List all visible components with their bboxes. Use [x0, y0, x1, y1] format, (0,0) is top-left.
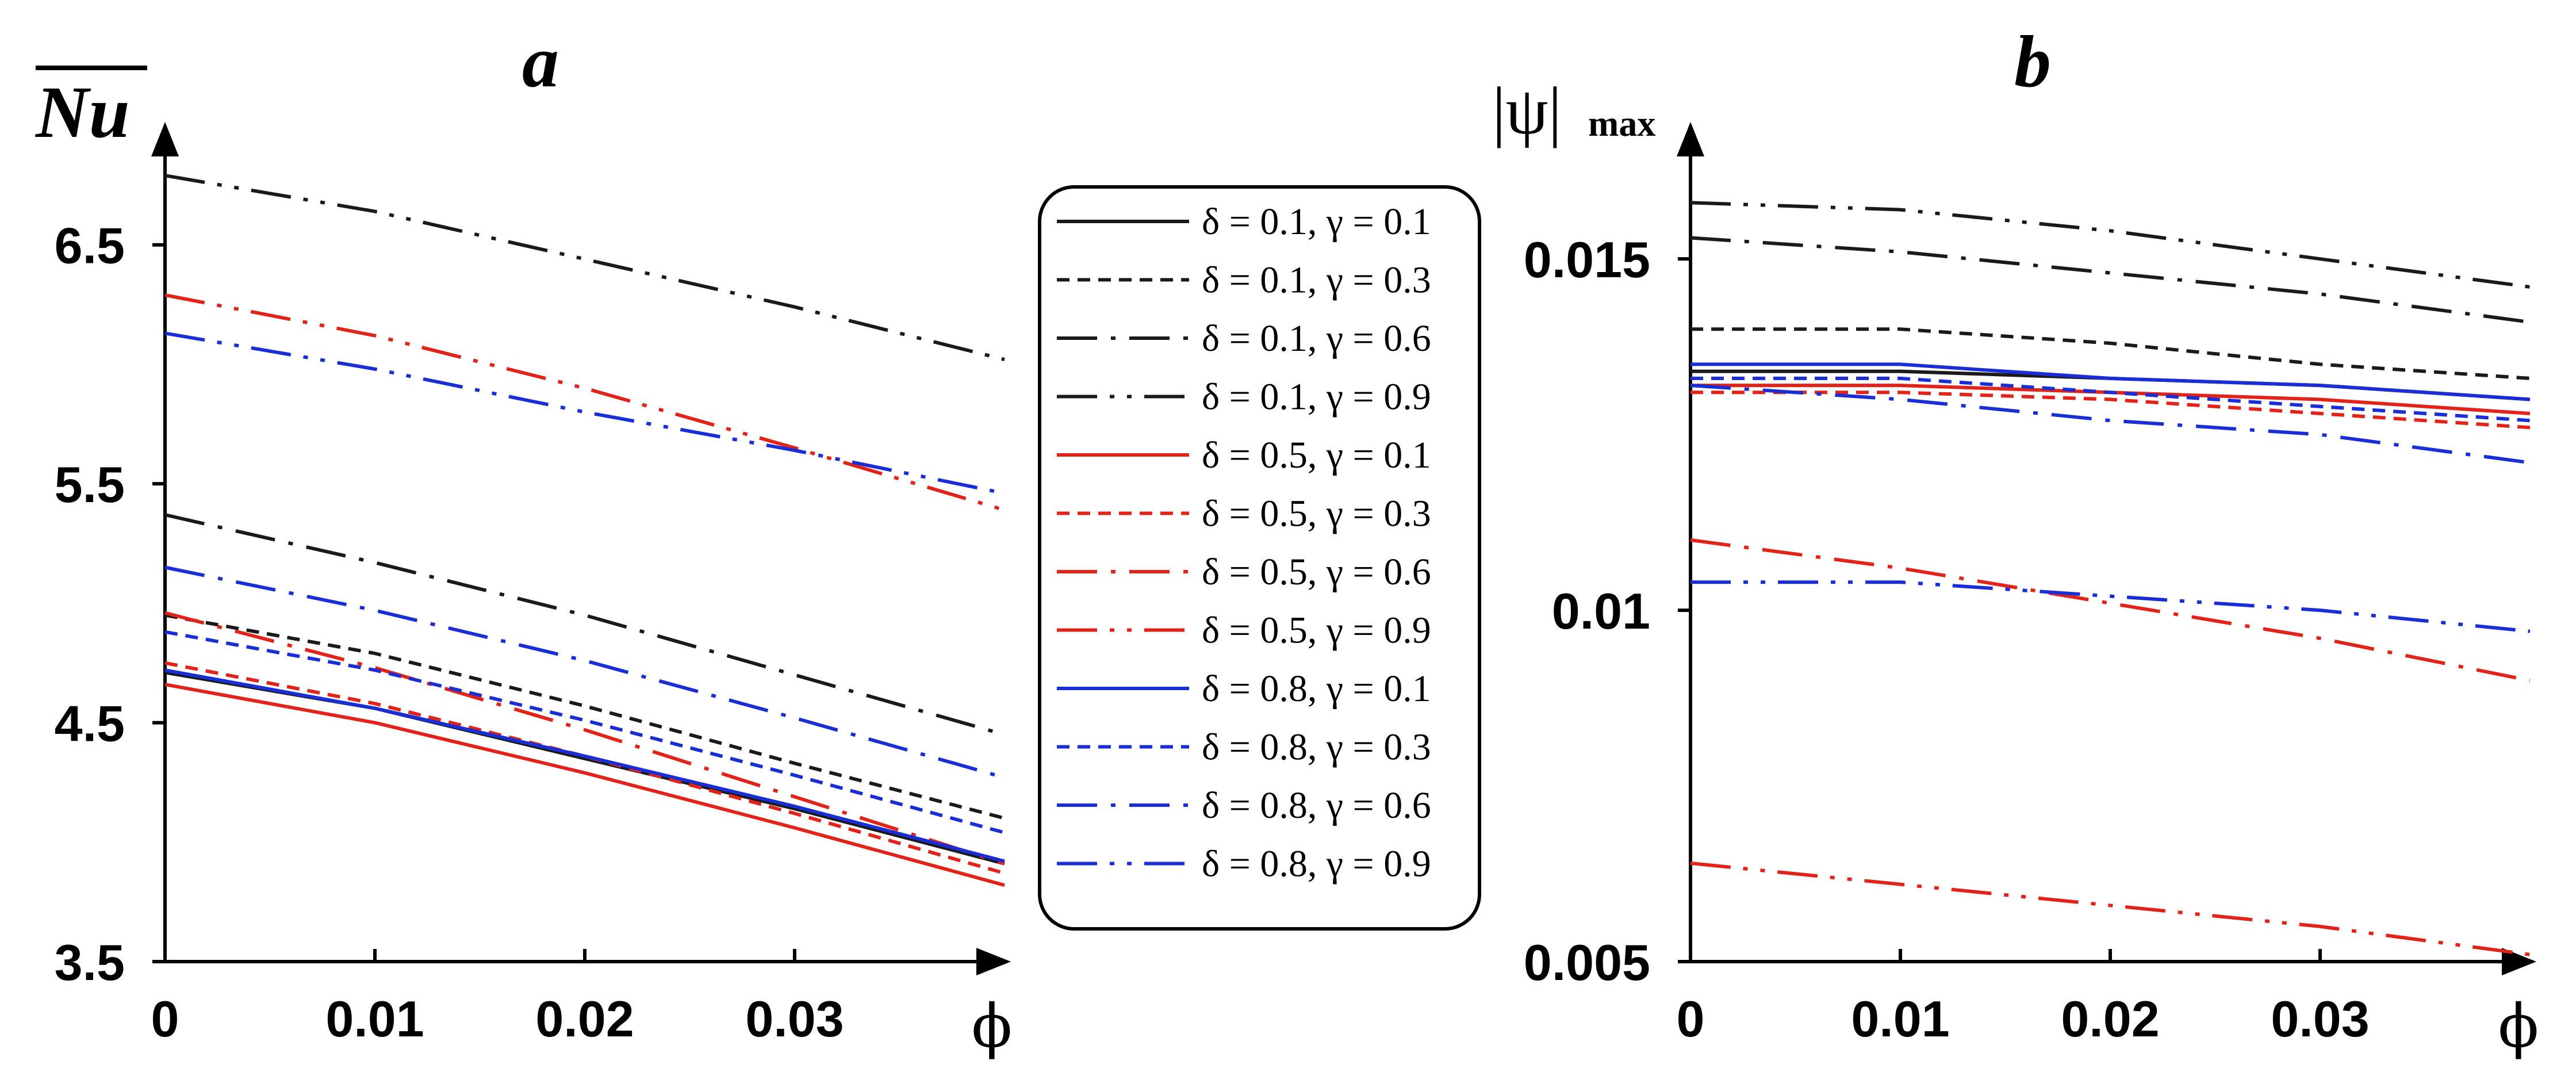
panel-b-xlabel: ϕ — [2498, 991, 2539, 1061]
panel-a-series-line — [164, 331, 1005, 495]
panel-a-series-line — [164, 293, 1005, 512]
panel-a-ytick-label: 6.5 — [55, 217, 125, 274]
panel-b-xtick-label: 0.01 — [1851, 990, 1949, 1047]
panel-a-xtick-label: 0 — [151, 990, 179, 1047]
panel-a-xlabel: ϕ — [972, 991, 1013, 1061]
legend-label: δ = 0.8, γ = 0.9 — [1202, 843, 1431, 885]
legend-item: δ = 0.8, γ = 0.1 — [1057, 668, 1431, 710]
panel-b-title: b — [2014, 21, 2051, 102]
panel-b-xtick-label: 0 — [1677, 990, 1705, 1047]
panel-b-ytick-label: 0.01 — [1552, 583, 1650, 640]
legend-item: δ = 0.1, γ = 0.3 — [1057, 259, 1431, 301]
legend-item: δ = 0.8, γ = 0.6 — [1057, 784, 1431, 826]
panel-b-series-line — [1690, 538, 2531, 683]
panel-a: a Nu 0 0.01 0.02 0.03 3.5 4.5 5.5 6.5 ϕ — [34, 21, 1012, 1061]
legend: δ = 0.1, γ = 0.1 δ = 0.1, γ = 0.3 δ = 0.1,… — [1038, 185, 1481, 931]
legend-label: δ = 0.5, γ = 0.9 — [1202, 610, 1431, 652]
legend-label: δ = 0.1, γ = 0.9 — [1202, 376, 1431, 418]
panel-b-series-line — [1690, 362, 2531, 401]
panel-a-ytick-label: 4.5 — [55, 695, 125, 752]
panel-a-ylabel: Nu — [34, 71, 130, 153]
panel-a-series-line — [164, 683, 1005, 887]
legend-item: δ = 0.5, γ = 0.3 — [1057, 493, 1431, 535]
panel-b-series-line — [1690, 580, 2531, 633]
legend-item: δ = 0.8, γ = 0.3 — [1057, 726, 1431, 768]
panel-b-ylabel: |ψ| — [1492, 73, 1562, 148]
panel-a-lines — [164, 174, 1005, 887]
panel-b-xtick-label: 0.03 — [2271, 990, 2369, 1047]
legend-label: δ = 0.1, γ = 0.1 — [1202, 201, 1431, 243]
panel-b-series-line — [1690, 201, 2531, 289]
legend-box — [1038, 185, 1481, 931]
panel-a-xtick-label: 0.02 — [535, 990, 634, 1047]
legend-item: δ = 0.5, γ = 0.1 — [1057, 434, 1431, 476]
panel-b-ytick-label: 0.005 — [1524, 934, 1650, 991]
panel-b-series-line — [1690, 384, 2531, 465]
panel-b: b |ψ| max 0 0.01 0.02 0.03 0.005 0.01 0.015 ϕ — [1492, 21, 2539, 1061]
panel-b-ytick-label: 0.015 — [1524, 231, 1650, 288]
panel-b-lines — [1690, 201, 2531, 956]
panel-b-series-line — [1690, 327, 2531, 380]
legend-item: δ = 0.8, γ = 0.9 — [1057, 843, 1431, 885]
panel-a-series-line — [164, 671, 1005, 866]
panel-a-series-line — [164, 630, 1005, 835]
legend-label: δ = 0.5, γ = 0.6 — [1202, 551, 1431, 593]
panel-a-title: a — [522, 21, 559, 102]
panel-b-series-line — [1690, 391, 2531, 430]
legend-item: δ = 0.5, γ = 0.9 — [1057, 610, 1431, 652]
legend-item: δ = 0.1, γ = 0.1 — [1057, 201, 1431, 243]
panel-a-xtick-label: 0.03 — [745, 990, 844, 1047]
panel-a-ticks: 0 0.01 0.02 0.03 3.5 4.5 5.5 6.5 — [55, 217, 844, 1047]
panel-b-ticks: 0 0.01 0.02 0.03 0.005 0.01 0.015 — [1524, 231, 2370, 1047]
legend-label: δ = 0.8, γ = 0.6 — [1202, 784, 1431, 826]
panel-a-xtick-label: 0.01 — [325, 990, 424, 1047]
legend-label: δ = 0.1, γ = 0.3 — [1202, 259, 1431, 301]
panel-b-series-line — [1690, 861, 2531, 956]
legend-item: δ = 0.1, γ = 0.9 — [1057, 376, 1431, 418]
legend-label: δ = 0.5, γ = 0.3 — [1202, 493, 1431, 535]
panel-a-ytick-label: 5.5 — [55, 456, 125, 513]
panel-b-series-line — [1690, 376, 2531, 423]
legend-label: δ = 0.5, γ = 0.1 — [1202, 434, 1431, 476]
panel-a-series-line — [164, 611, 1005, 866]
panel-b-ylabel-subscript: max — [1588, 103, 1655, 144]
legend-item: δ = 0.5, γ = 0.6 — [1057, 551, 1431, 593]
panel-a-ytick-label: 3.5 — [55, 934, 125, 991]
legend-item: δ = 0.1, γ = 0.6 — [1057, 317, 1431, 359]
legend-label: δ = 0.1, γ = 0.6 — [1202, 317, 1431, 359]
legend-label: δ = 0.8, γ = 0.1 — [1202, 668, 1431, 710]
panel-a-series-line — [164, 565, 1005, 779]
panel-a-series-line — [164, 668, 1005, 863]
panel-a-series-line — [164, 513, 1005, 737]
panel-a-series-line — [164, 174, 1005, 362]
panel-b-xtick-label: 0.02 — [2061, 990, 2159, 1047]
legend-label: δ = 0.8, γ = 0.3 — [1202, 726, 1431, 768]
panel-b-series-line — [1690, 236, 2531, 324]
